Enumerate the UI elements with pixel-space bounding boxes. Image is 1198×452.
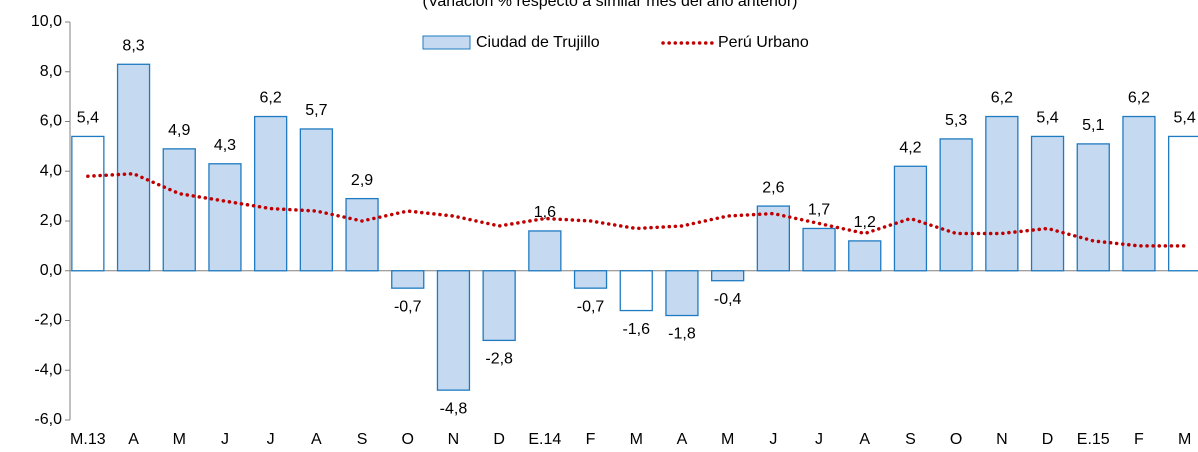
value-label: -2,8 (485, 351, 513, 368)
bar (391, 270, 425, 289)
x-tick-label: J (221, 431, 229, 448)
x-tick-label: A (311, 431, 322, 448)
x-tick-label: E.15 (1077, 431, 1110, 448)
bar (253, 115, 288, 272)
value-label: 1,6 (534, 204, 556, 221)
bar (208, 163, 242, 272)
bar (665, 270, 699, 317)
legend-swatch (422, 35, 471, 50)
value-label: -0,7 (394, 298, 422, 315)
x-tick-label: M.13 (70, 431, 106, 448)
value-label: 5,7 (305, 102, 327, 119)
x-tick-label: O (402, 431, 414, 448)
value-label: 6,2 (260, 90, 282, 107)
bar (711, 270, 745, 282)
value-label: 4,2 (899, 139, 921, 156)
bar (573, 270, 608, 289)
x-tick-label: N (448, 431, 460, 448)
bar (619, 270, 653, 312)
y-tick-label: 4,0 (40, 162, 62, 179)
bar (482, 270, 516, 342)
bar (1030, 135, 1065, 272)
x-tick-label: A (859, 431, 870, 448)
bar (1122, 115, 1156, 272)
value-label: 6,2 (991, 90, 1013, 107)
bar (436, 270, 471, 391)
legend-label: Ciudad de Trujillo (476, 34, 600, 51)
value-label: 2,6 (762, 179, 784, 196)
bar (162, 148, 196, 272)
value-label: -4,8 (440, 400, 468, 417)
value-label: 8,3 (122, 38, 144, 55)
bar (299, 128, 334, 272)
x-tick-label: D (493, 431, 505, 448)
y-tick-label: -4,0 (34, 361, 62, 378)
x-tick-label: M (721, 431, 734, 448)
value-label: -0,7 (577, 298, 605, 315)
value-label: 4,9 (168, 122, 190, 139)
x-tick-label: F (586, 431, 596, 448)
value-label: 6,2 (1128, 90, 1150, 107)
bar (802, 227, 836, 272)
bar (528, 230, 562, 272)
bar (116, 63, 151, 272)
value-label: 1,2 (854, 214, 876, 231)
value-label: -1,8 (668, 326, 696, 343)
value-label: 5,4 (1174, 110, 1196, 127)
bar (848, 240, 882, 272)
y-tick-label: -2,0 (34, 312, 62, 329)
legend-label: Perú Urbano (718, 34, 809, 51)
y-tick-label: 2,0 (40, 212, 62, 229)
y-tick-label: 10,0 (31, 13, 62, 30)
value-label: 5,3 (945, 112, 967, 129)
bar (893, 165, 928, 272)
x-tick-label: A (128, 431, 139, 448)
bar (1168, 135, 1198, 272)
x-tick-label: S (905, 431, 916, 448)
x-tick-label: M (173, 431, 186, 448)
chart-subtitle: (Variación % respecto a similar mes del … (423, 0, 798, 10)
y-tick-label: -6,0 (34, 411, 62, 428)
bar (345, 197, 379, 272)
x-tick-label: N (996, 431, 1008, 448)
value-label: -1,6 (622, 321, 650, 338)
x-tick-label: M (630, 431, 643, 448)
x-tick-label: F (1134, 431, 1144, 448)
value-label: 5,1 (1082, 117, 1104, 134)
x-tick-label: O (950, 431, 962, 448)
line (86, 171, 1187, 248)
value-label: 2,9 (351, 172, 373, 189)
value-label: 5,4 (77, 110, 99, 127)
x-tick-label: E.14 (528, 431, 561, 448)
bar (939, 138, 973, 272)
x-tick-label: M (1178, 431, 1191, 448)
value-label: 1,7 (808, 202, 830, 219)
value-label: 4,3 (214, 137, 236, 154)
y-tick-label: 6,0 (40, 113, 62, 130)
value-label: -0,4 (714, 291, 742, 308)
x-tick-label: S (357, 431, 368, 448)
x-tick-label: J (267, 431, 275, 448)
y-tick-label: 0,0 (40, 262, 62, 279)
x-tick-label: A (677, 431, 688, 448)
bar (1076, 143, 1110, 272)
y-tick-label: 8,0 (40, 63, 62, 80)
x-tick-label: J (769, 431, 777, 448)
bar (985, 115, 1019, 272)
x-tick-label: D (1042, 431, 1054, 448)
bar (71, 135, 105, 272)
value-label: 5,4 (1036, 110, 1058, 127)
x-tick-label: J (815, 431, 823, 448)
